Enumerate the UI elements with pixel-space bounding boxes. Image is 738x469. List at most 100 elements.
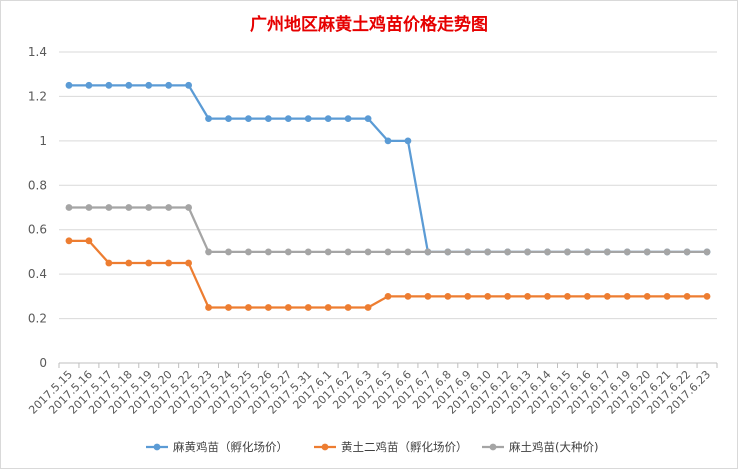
data-point xyxy=(424,292,432,300)
data-point xyxy=(185,81,193,89)
y-tick-label: 1.4 xyxy=(28,45,47,59)
legend-item: 黄土二鸡苗（孵化场价） xyxy=(314,440,468,454)
legend-marker xyxy=(321,443,329,451)
data-point xyxy=(364,115,372,123)
y-tick-label: 0.2 xyxy=(28,312,47,326)
legend-label: 黄土二鸡苗（孵化场价） xyxy=(341,440,468,454)
data-point xyxy=(583,292,591,300)
y-tick-label: 0 xyxy=(39,356,47,370)
data-point xyxy=(324,304,332,311)
data-point xyxy=(404,292,412,300)
data-point xyxy=(683,248,691,256)
data-point xyxy=(245,304,252,311)
data-point xyxy=(324,248,332,256)
data-point xyxy=(444,248,452,256)
data-point xyxy=(583,248,591,256)
data-point xyxy=(544,292,551,300)
data-point xyxy=(105,81,113,89)
data-point xyxy=(643,248,651,256)
data-point xyxy=(125,81,133,89)
data-point xyxy=(145,259,153,267)
data-point xyxy=(643,292,651,300)
data-point xyxy=(225,115,232,123)
data-point xyxy=(484,248,492,256)
legend-item: 麻黄鸡苗（孵化场价） xyxy=(146,440,288,454)
data-point xyxy=(145,204,153,211)
x-axis-ticks: 2017.5.152017.5.162017.5.172017.5.182017… xyxy=(26,368,713,417)
data-point xyxy=(185,259,193,267)
data-point xyxy=(564,292,571,300)
series-lines xyxy=(65,81,711,311)
data-point xyxy=(185,204,193,211)
legend-label: 麻黄鸡苗（孵化场价） xyxy=(173,440,288,454)
data-point xyxy=(384,292,392,300)
legend-item: 麻土鸡苗(大种价) xyxy=(482,440,598,454)
y-tick-label: 1.2 xyxy=(28,89,47,103)
y-axis-ticks: 0 0.2 0.4 0.6 0.8 1 1.2 1.4 xyxy=(28,45,47,370)
data-point xyxy=(623,292,631,300)
series-line xyxy=(68,84,708,254)
data-point xyxy=(165,81,173,89)
data-point xyxy=(444,292,452,300)
data-point xyxy=(65,237,73,245)
data-point xyxy=(623,248,631,256)
data-point xyxy=(603,292,611,300)
series-2 xyxy=(65,237,711,311)
data-point xyxy=(105,259,113,267)
data-point xyxy=(85,237,93,245)
data-point xyxy=(205,304,212,311)
data-point xyxy=(703,248,711,256)
data-point xyxy=(524,292,531,300)
data-point xyxy=(464,292,472,300)
data-point xyxy=(304,248,312,256)
data-point xyxy=(225,248,232,256)
data-point xyxy=(85,81,93,89)
legend-marker xyxy=(153,443,161,451)
data-point xyxy=(464,248,472,256)
y-tick-label: 1 xyxy=(39,134,47,148)
data-point xyxy=(264,115,272,123)
series-3 xyxy=(65,204,711,256)
y-tick-label: 0.8 xyxy=(28,178,47,192)
data-point xyxy=(663,248,671,256)
data-point xyxy=(65,81,73,89)
data-point xyxy=(225,304,232,311)
data-point xyxy=(245,115,252,123)
grid-lines xyxy=(58,51,718,368)
data-point xyxy=(384,248,392,256)
data-point xyxy=(484,292,492,300)
data-point xyxy=(145,81,153,89)
data-point xyxy=(603,248,611,256)
data-point xyxy=(264,304,272,311)
data-point xyxy=(125,259,133,267)
data-point xyxy=(205,115,212,123)
data-point xyxy=(703,292,711,300)
data-point xyxy=(344,115,352,123)
data-point xyxy=(524,248,531,256)
data-point xyxy=(683,292,691,300)
data-point xyxy=(504,292,512,300)
legend-label: 麻土鸡苗(大种价) xyxy=(509,440,598,454)
data-point xyxy=(85,204,93,211)
data-point xyxy=(504,248,512,256)
data-point xyxy=(205,248,212,256)
data-point xyxy=(304,304,312,311)
data-point xyxy=(65,204,73,211)
data-point xyxy=(364,304,372,311)
data-point xyxy=(165,259,173,267)
data-point xyxy=(364,248,372,256)
data-point xyxy=(264,248,272,256)
data-point xyxy=(284,115,292,123)
data-point xyxy=(324,115,332,123)
legend: 麻黄鸡苗（孵化场价） 黄土二鸡苗（孵化场价） 麻土鸡苗(大种价) xyxy=(146,440,598,454)
data-point xyxy=(404,137,412,145)
data-point xyxy=(564,248,571,256)
data-point xyxy=(424,248,432,256)
data-point xyxy=(384,137,392,145)
data-point xyxy=(284,304,292,311)
data-point xyxy=(245,248,252,256)
data-point xyxy=(165,204,173,211)
legend-marker xyxy=(489,443,497,451)
data-point xyxy=(344,304,352,311)
